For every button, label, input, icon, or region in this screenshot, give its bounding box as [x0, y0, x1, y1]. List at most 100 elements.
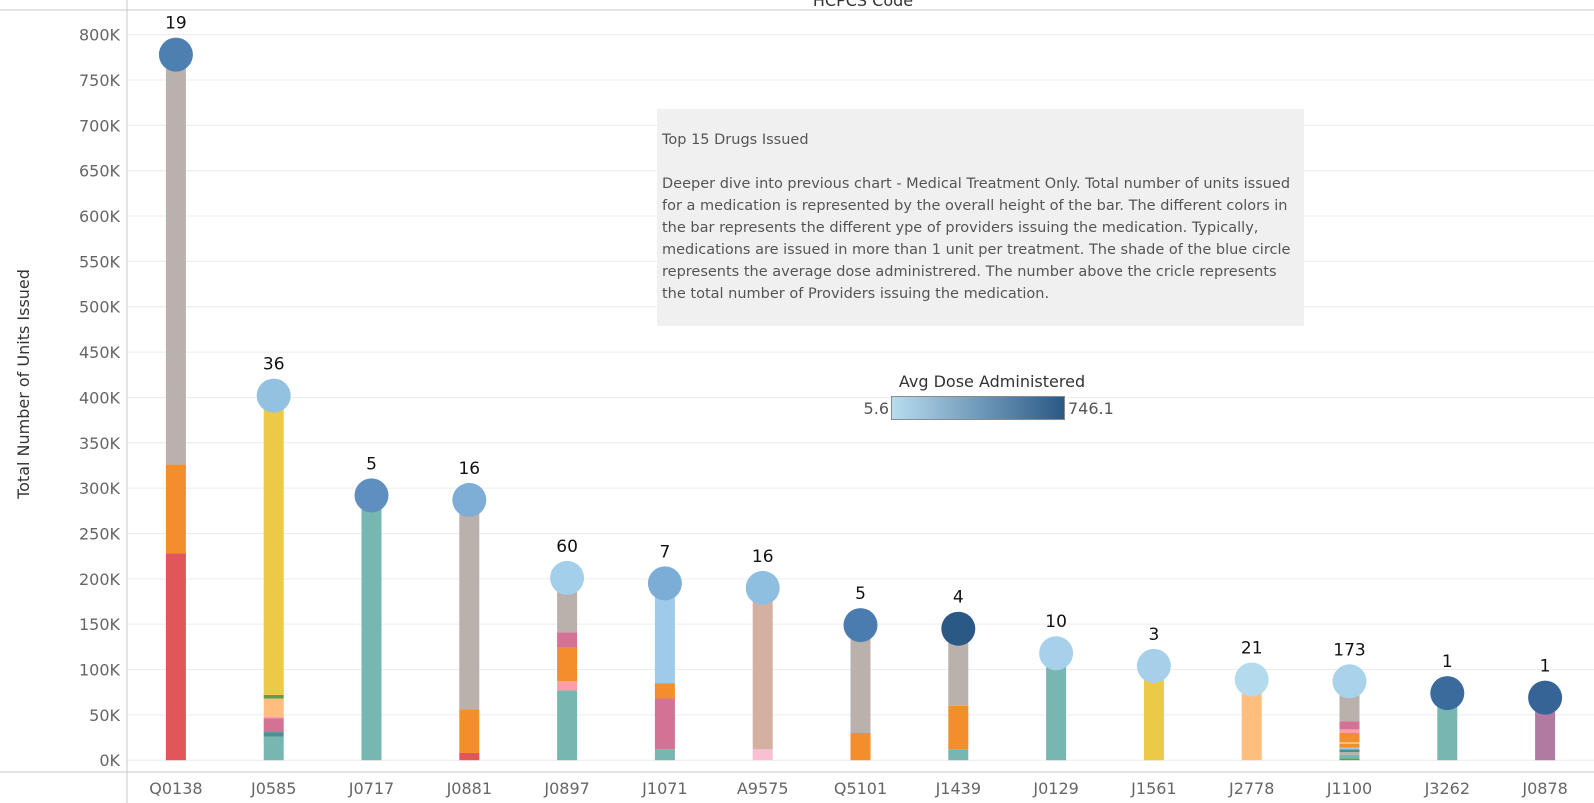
bar-segment — [948, 628, 969, 706]
y-tick-label: 500K — [79, 298, 121, 317]
bar-segment — [654, 698, 675, 750]
bar-segment — [459, 709, 480, 753]
legend-row: 5.6 746.1 — [858, 396, 1120, 420]
provider-count-label: 21 — [1241, 638, 1263, 658]
bar-segment — [654, 583, 675, 684]
bar-segment — [459, 752, 480, 761]
y-tick-labels: 0K 50K 100K 150K 200K 250K 300K 350K 400K 450K 500… — [79, 26, 121, 771]
bar-segment — [263, 736, 284, 761]
y-tick-label: 0K — [99, 751, 120, 770]
avg-dose-circle — [354, 478, 389, 513]
y-tick-label: 750K — [79, 71, 121, 90]
y-tick-label: 100K — [79, 661, 121, 680]
x-tick-label: J3262 — [1424, 779, 1470, 798]
bar-segment — [654, 683, 675, 699]
provider-count-label: 60 — [556, 537, 578, 557]
avg-dose-circle — [843, 608, 878, 643]
avg-dose-circle — [550, 560, 585, 595]
bar-segment — [459, 499, 480, 710]
bar-segment — [948, 749, 969, 761]
provider-count-label: 1 — [1442, 652, 1453, 672]
bar-segment — [1339, 749, 1360, 753]
provider-count-label: 173 — [1333, 640, 1365, 660]
bar-segment — [557, 690, 578, 761]
avg-dose-circle — [1039, 636, 1074, 671]
x-tick-label: J0878 — [1521, 779, 1567, 798]
bar-segment — [263, 718, 284, 733]
x-axis-title: HCPCS Code — [813, 0, 913, 10]
y-tick-label: 250K — [79, 524, 121, 543]
bar-segment — [1339, 754, 1360, 759]
provider-count-label: 16 — [752, 547, 774, 567]
bar-segment — [1437, 693, 1458, 761]
x-tick-label: J0585 — [250, 779, 296, 798]
bar-segment — [1339, 721, 1360, 730]
bar-segment — [1241, 679, 1262, 761]
bar-segment — [263, 716, 284, 719]
bar-segment — [263, 694, 284, 699]
avg-dose-circle — [1528, 680, 1563, 715]
provider-count-label: 36 — [263, 355, 285, 375]
avg-dose-circle — [158, 37, 193, 72]
y-tick-label: 450K — [79, 343, 121, 362]
bar-segment — [1339, 729, 1360, 734]
bar-segment — [1339, 758, 1360, 761]
provider-count-label: 7 — [659, 542, 670, 562]
x-tick-label: A9575 — [737, 779, 789, 798]
avg-dose-circle — [1430, 676, 1465, 711]
y-tick-label: 50K — [89, 706, 120, 725]
avg-dose-circle — [745, 570, 780, 605]
provider-count-label: 3 — [1148, 625, 1159, 645]
provider-count-label: 19 — [165, 14, 187, 34]
y-tick-label: 200K — [79, 570, 121, 589]
avg-dose-circle — [452, 482, 487, 517]
legend-title: Avg Dose Administered — [898, 372, 1086, 391]
legend-max-label: 746.1 — [1068, 398, 1114, 418]
bar-segment — [850, 625, 871, 734]
provider-count-label: 16 — [458, 459, 480, 479]
x-tick-label: J1071 — [641, 779, 687, 798]
bar-segment — [752, 587, 773, 750]
y-tick-label: 400K — [79, 388, 121, 407]
bar-segment — [654, 749, 675, 761]
x-tick-label: J0897 — [543, 779, 589, 798]
y-tick-label: 150K — [79, 615, 121, 634]
bar-segment — [1046, 653, 1067, 761]
bar-segment — [165, 553, 186, 761]
color-legend: Avg Dose Administered 5.6 746.1 — [858, 372, 1120, 420]
annotation-body: Deeper dive into previous chart - Medica… — [662, 176, 1291, 302]
x-tick-label: J1561 — [1130, 779, 1176, 798]
y-tick-label: 600K — [79, 207, 121, 226]
provider-count-label: 1 — [1540, 657, 1551, 677]
y-tick-label: 300K — [79, 479, 121, 498]
bar-segment — [165, 54, 186, 465]
bar-segment — [1339, 747, 1360, 750]
bar-segment — [1143, 665, 1164, 761]
x-tick-label: J0881 — [446, 779, 492, 798]
bar-segment — [263, 732, 284, 737]
x-tick-label: J1439 — [935, 779, 981, 798]
bar-segment — [361, 495, 382, 761]
bar-segment — [1339, 743, 1360, 748]
x-tick-label: J0129 — [1032, 779, 1078, 798]
x-tick-label: Q0138 — [149, 779, 202, 798]
bars: 19 36 5 16 60 7 16 5 4 10 3 21 173 1 1 — [158, 14, 1563, 761]
avg-dose-circle — [941, 611, 976, 646]
provider-count-label: 4 — [953, 588, 964, 608]
provider-count-label: 5 — [855, 584, 866, 604]
avg-dose-circle — [1332, 664, 1367, 699]
y-tick-label: 550K — [79, 252, 121, 271]
y-tick-label: 350K — [79, 434, 121, 453]
bar-segment — [557, 647, 578, 682]
bar-segment — [165, 464, 186, 554]
bar-segment — [752, 749, 773, 761]
bar-segment — [263, 698, 284, 717]
y-tick-label: 700K — [79, 116, 121, 135]
bar-segment — [948, 705, 969, 750]
annotation-box: Top 15 Drugs Issued Deeper dive into pre… — [657, 109, 1304, 326]
y-tick-label: 650K — [79, 162, 121, 181]
bar-segment — [1339, 742, 1360, 744]
y-tick-label: 800K — [79, 26, 121, 45]
x-tick-label: J2778 — [1228, 779, 1274, 798]
avg-dose-circle — [647, 566, 682, 601]
